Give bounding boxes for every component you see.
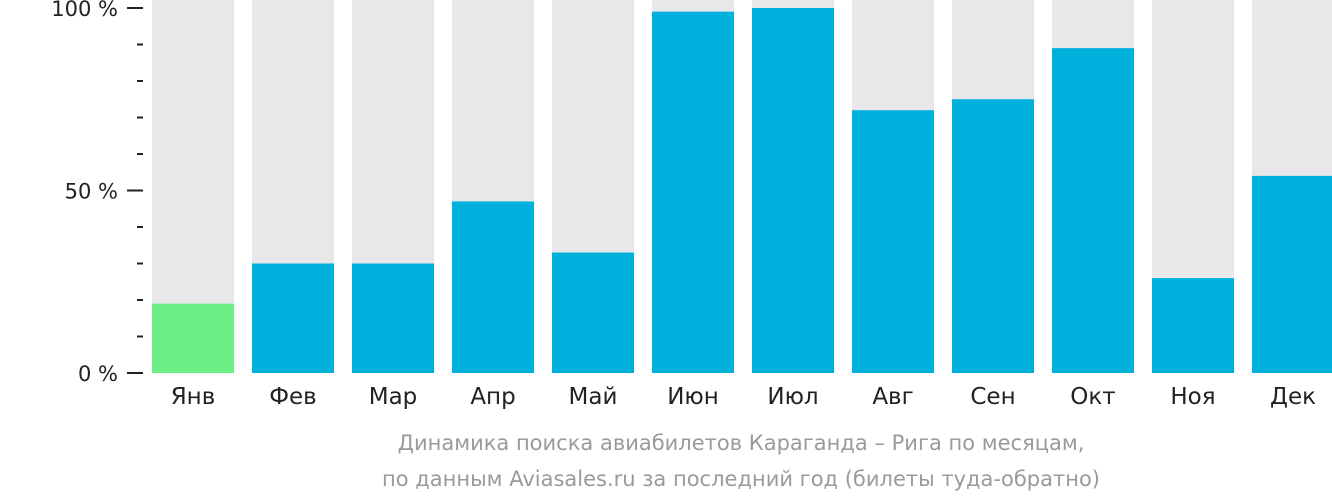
bar [652,11,734,374]
x-category-label: Июн [667,384,719,410]
chart-caption-line-2: по данным Aviasales.ru за последний год … [382,467,1100,491]
x-category-label: Июл [767,384,818,410]
x-category-label: Янв [171,384,216,410]
x-category-label: Май [569,384,618,410]
bar [1152,278,1234,373]
bar [352,263,434,373]
y-tick-label: 100 % [51,0,118,21]
y-tick-label: 50 % [65,180,118,204]
bar [852,110,934,373]
bar [452,201,534,373]
x-category-label: Дек [1270,384,1316,410]
bar [252,263,334,373]
x-category-label: Мар [369,384,418,410]
bar [752,8,834,373]
chart-caption-line-1: Динамика поиска авиабилетов Караганда – … [397,431,1085,455]
bar [952,99,1034,373]
bar [152,303,234,373]
bar-chart: 0 % 50 % 100 % Янв Фев Мар Апр Май Июн Июл Авг Сен О… [51,0,1332,410]
bar [1252,175,1332,373]
x-category-label: Фев [269,384,317,410]
x-category-label: Авг [872,384,913,410]
bar [1052,48,1134,374]
x-category-label: Апр [470,384,515,410]
x-category-label: Сен [970,384,1015,410]
x-category-label: Окт [1070,384,1115,410]
x-category-label: Ноя [1170,384,1215,410]
y-tick-label: 0 % [78,362,118,386]
bar [552,252,634,373]
